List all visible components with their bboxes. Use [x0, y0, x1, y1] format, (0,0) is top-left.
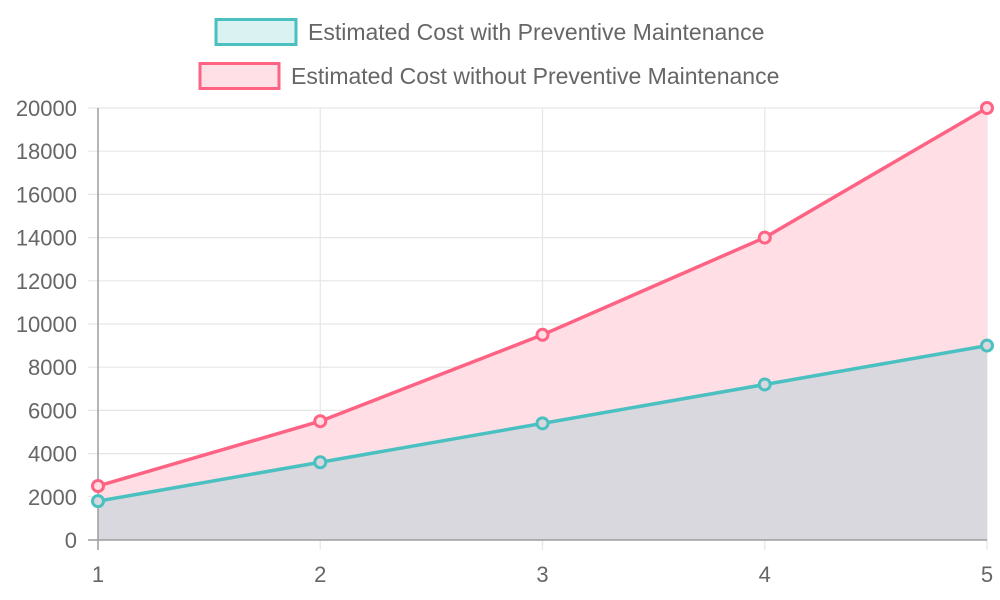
y-tick-label: 14000: [16, 226, 77, 251]
chart-areas: [98, 108, 987, 540]
legend-item-with-maintenance[interactable]: Estimated Cost with Preventive Maintenan…: [214, 18, 764, 46]
x-axis-ticks: 1 2 3 4 5: [92, 562, 993, 587]
y-tick-label: 2000: [28, 485, 77, 510]
data-point[interactable]: [535, 327, 550, 342]
data-point[interactable]: [980, 338, 994, 353]
y-axis-ticks: 0 2000 4000 6000 8000 10000 12000 14000 16000 180…: [16, 96, 77, 553]
x-tick-label: 2: [314, 562, 326, 587]
data-point[interactable]: [91, 494, 105, 509]
chart-points[interactable]: [91, 101, 994, 509]
legend-label-with-maintenance: Estimated Cost with Preventive Maintenan…: [308, 19, 764, 45]
y-tick-label: 12000: [16, 269, 77, 294]
chart-axes: [88, 108, 987, 550]
data-point[interactable]: [313, 455, 328, 470]
x-tick-label: 5: [981, 562, 993, 587]
data-point[interactable]: [91, 479, 105, 493]
y-tick-label: 0: [65, 528, 77, 553]
data-point[interactable]: [757, 377, 772, 392]
data-point[interactable]: [313, 414, 328, 429]
x-tick-label: 3: [536, 562, 548, 587]
data-point[interactable]: [757, 230, 772, 245]
data-point[interactable]: [980, 101, 994, 115]
y-tick-label: 8000: [28, 355, 77, 380]
y-tick-label: 16000: [16, 182, 77, 207]
series-area-0: [98, 345, 987, 540]
legend-label-without-maintenance: Estimated Cost without Preventive Mainte…: [291, 63, 779, 89]
y-tick-label: 20000: [16, 96, 77, 121]
legend-swatch-without-maintenance: [198, 62, 281, 90]
data-point[interactable]: [535, 416, 550, 431]
legend-item-without-maintenance[interactable]: Estimated Cost without Preventive Mainte…: [198, 62, 779, 90]
y-tick-label: 18000: [16, 139, 77, 164]
y-tick-label: 10000: [16, 312, 77, 337]
x-tick-label: 4: [759, 562, 771, 587]
y-tick-label: 4000: [28, 442, 77, 467]
x-tick-label: 1: [92, 562, 104, 587]
chart-legend[interactable]: Estimated Cost with Preventive Maintenan…: [198, 18, 779, 90]
legend-swatch-with-maintenance: [214, 18, 298, 46]
y-tick-label: 6000: [28, 398, 77, 423]
